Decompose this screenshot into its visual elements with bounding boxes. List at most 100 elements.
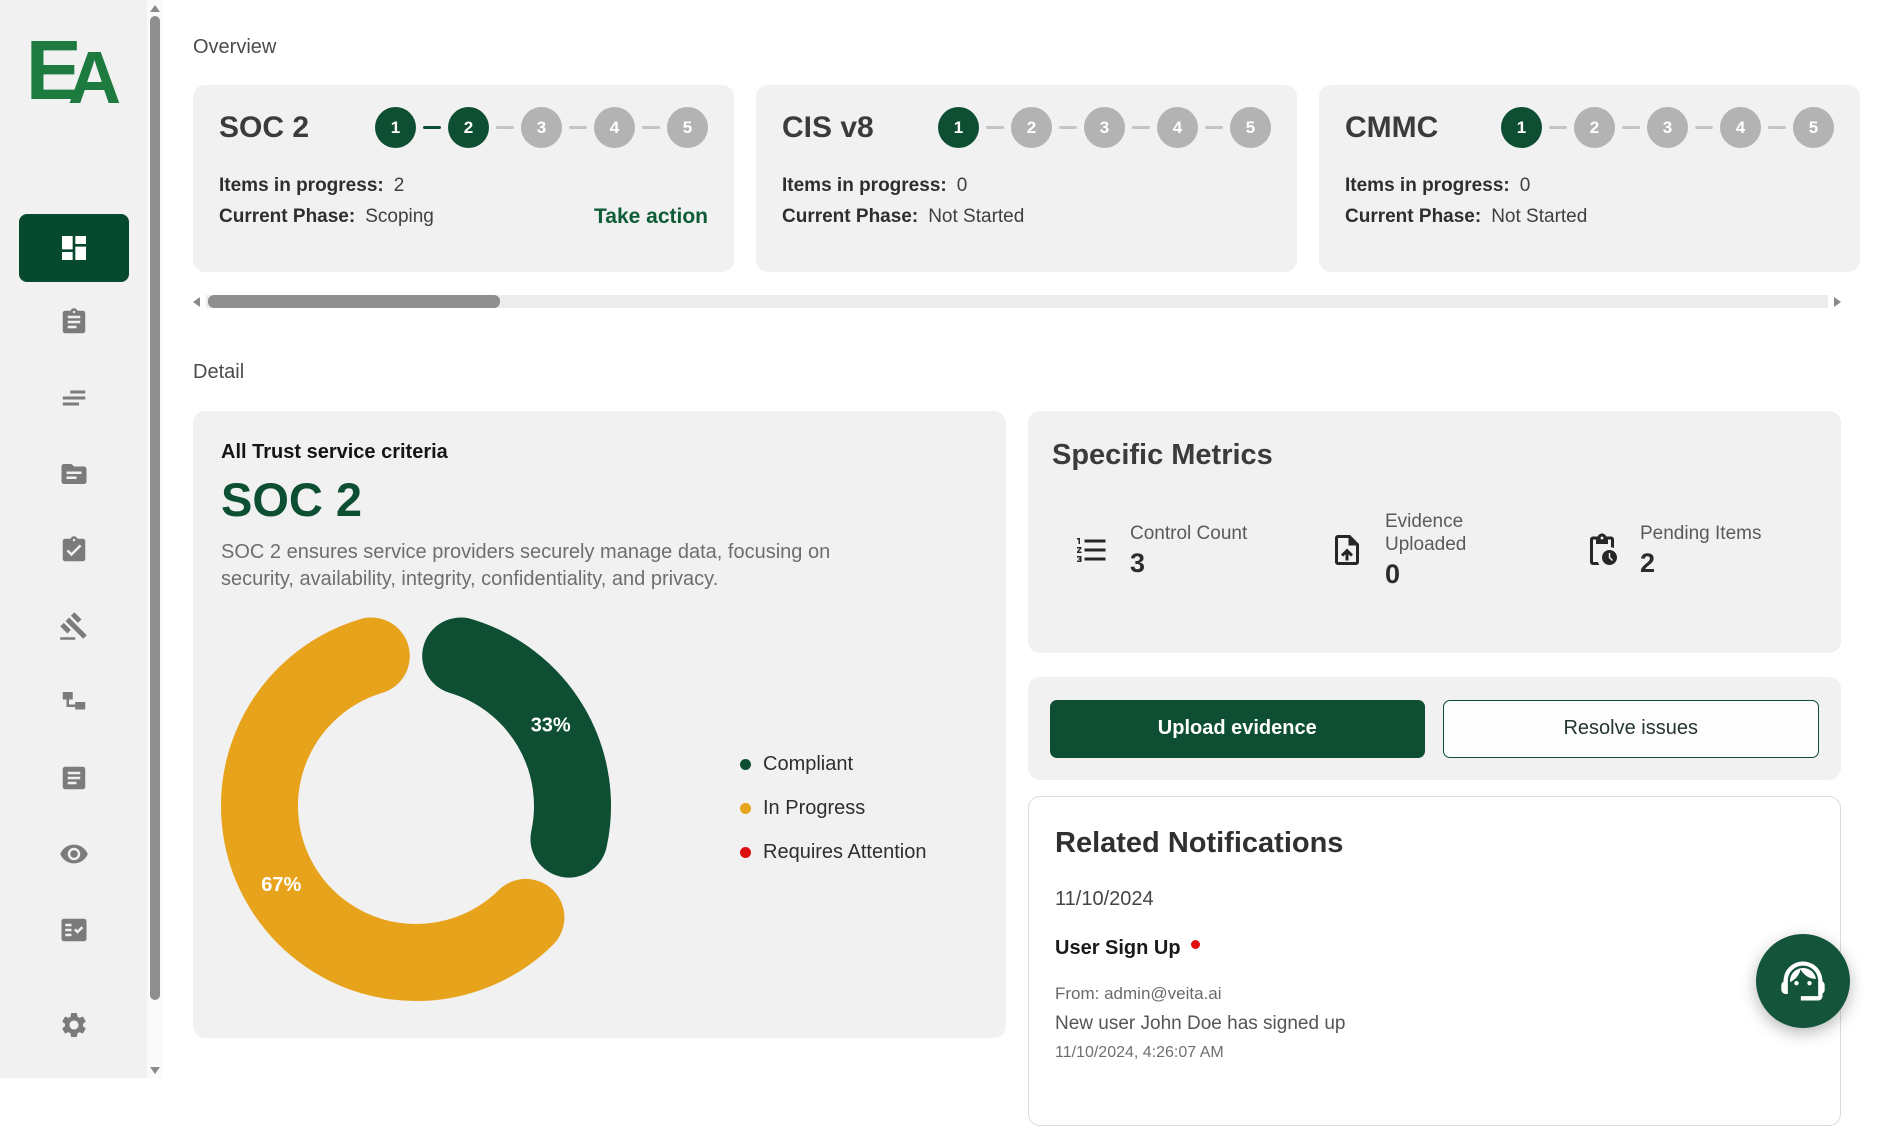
overview-card-head: CMMC12345 bbox=[1345, 107, 1834, 148]
gavel-icon bbox=[59, 611, 89, 641]
sidebar-item-sort[interactable] bbox=[54, 378, 94, 418]
related-notifications-card: Related Notifications 11/10/2024 User Si… bbox=[1028, 796, 1841, 1126]
step-5: 5 bbox=[1793, 107, 1834, 148]
unread-dot bbox=[1191, 940, 1200, 949]
step-connector bbox=[1549, 126, 1567, 129]
detail-subtitle: All Trust service criteria bbox=[221, 441, 1006, 464]
upload-evidence-button[interactable]: Upload evidence bbox=[1050, 700, 1425, 758]
horizontal-scrollbar[interactable] bbox=[193, 294, 1841, 310]
compliance-donut-chart: 33% 67% bbox=[206, 596, 626, 1016]
scroll-up-arrow-icon[interactable] bbox=[150, 5, 160, 12]
sidebar-item-review[interactable] bbox=[54, 910, 94, 950]
legend-dot bbox=[740, 847, 751, 858]
legend-item-in-progress: In Progress bbox=[740, 793, 926, 823]
sidebar-item-settings[interactable] bbox=[54, 1005, 94, 1045]
overview-card-cis-v8: CIS v812345Items in progress:0Current Ph… bbox=[756, 85, 1297, 272]
legend-label: In Progress bbox=[763, 797, 865, 820]
step-3: 3 bbox=[521, 107, 562, 148]
phase-stepper: 12345 bbox=[375, 107, 708, 148]
sidebar-item-dashboard[interactable] bbox=[19, 214, 129, 282]
related-notifications-title: Related Notifications bbox=[1055, 827, 1814, 860]
metric-control-count: Control Count3 bbox=[1052, 510, 1307, 590]
notification-item-title: User Sign Up bbox=[1055, 937, 1814, 960]
donut-segment-compliant bbox=[461, 656, 573, 839]
detail-framework-title: SOC 2 bbox=[221, 472, 1006, 527]
vertical-scrollbar[interactable] bbox=[147, 0, 163, 1078]
legend-label: Compliant bbox=[763, 753, 853, 776]
notification-list: User Sign Up From: admin@veita.ai New user… bbox=[1055, 937, 1814, 1062]
step-1: 1 bbox=[938, 107, 979, 148]
overview-card-head: CIS v8 12345 bbox=[782, 107, 1271, 148]
framework-title: SOC 2 bbox=[219, 111, 309, 145]
sidebar: EA bbox=[0, 0, 147, 1078]
sidebar-item-assignments[interactable] bbox=[54, 302, 94, 342]
step-connector bbox=[1132, 126, 1150, 129]
dashboard-icon bbox=[58, 232, 90, 264]
overview-card-rows: Items in progress:2Current Phase:Scoping… bbox=[219, 170, 708, 232]
sidebar-item-files[interactable] bbox=[54, 454, 94, 494]
metric-label: Pending Items bbox=[1640, 522, 1761, 545]
gear-icon bbox=[59, 1010, 89, 1040]
article-icon bbox=[59, 763, 89, 793]
step-connector bbox=[569, 126, 587, 129]
step-connector bbox=[1622, 126, 1640, 129]
current-phase-value: Not Started bbox=[1491, 206, 1587, 227]
phase-stepper: 12345 bbox=[938, 107, 1271, 148]
pending-actions-icon bbox=[1584, 532, 1620, 568]
sidebar-item-integrations[interactable] bbox=[54, 682, 94, 722]
step-4: 4 bbox=[1720, 107, 1761, 148]
logo-letter-a: A bbox=[68, 36, 121, 119]
scroll-right-arrow-icon[interactable] bbox=[1834, 297, 1841, 307]
metric-pending-items: Pending Items 2 bbox=[1562, 510, 1817, 590]
app-logo[interactable]: EA bbox=[26, 28, 121, 112]
vertical-scrollbar-thumb[interactable] bbox=[150, 16, 160, 1000]
chart-legend: Compliant In Progress Requires Attention bbox=[740, 749, 926, 881]
items-in-progress-label: Items in progress: bbox=[219, 170, 384, 201]
step-connector bbox=[1768, 126, 1786, 129]
metric-value: 2 bbox=[1640, 548, 1761, 579]
sidebar-item-documents[interactable] bbox=[54, 758, 94, 798]
support-fab-button[interactable] bbox=[1756, 934, 1850, 1028]
horizontal-scrollbar-thumb[interactable] bbox=[208, 295, 500, 308]
donut-perccenter-label: 33% bbox=[531, 715, 571, 737]
notification-message: New user John Doe has signed up bbox=[1055, 1013, 1814, 1035]
resolve-issues-button[interactable]: Resolve issues bbox=[1443, 700, 1820, 758]
items-in-progress-label: Items in progress: bbox=[1345, 170, 1510, 201]
sidebar-item-audit[interactable] bbox=[54, 606, 94, 646]
sidebar-item-tasks[interactable] bbox=[54, 530, 94, 570]
legend-label: Requires Attention bbox=[763, 841, 926, 864]
metric-text: Pending Items 2 bbox=[1640, 522, 1761, 579]
items-in-progress-value: 0 bbox=[1520, 170, 1531, 201]
donut-perccenter-label: 67% bbox=[261, 874, 301, 896]
metric-label: Evidence Uploaded bbox=[1385, 510, 1485, 556]
framework-title: CIS v8 bbox=[782, 111, 874, 145]
fact-check-icon bbox=[59, 915, 89, 945]
take-action-link[interactable]: Take action bbox=[594, 201, 708, 232]
legend-item-requires-attention: Requires Attention bbox=[740, 837, 926, 867]
scroll-down-arrow-icon[interactable] bbox=[150, 1067, 160, 1074]
current-phase-label: Current Phase: bbox=[782, 206, 918, 227]
items-in-progress-label: Items in progress: bbox=[782, 170, 947, 201]
donut-chart-svg: 33% 67% bbox=[206, 596, 626, 1016]
step-2: 2 bbox=[1574, 107, 1615, 148]
step-2: 2 bbox=[1011, 107, 1052, 148]
metric-value: 3 bbox=[1130, 548, 1247, 579]
sidebar-item-monitoring[interactable] bbox=[54, 834, 94, 874]
metric-text: Evidence Uploaded0 bbox=[1385, 510, 1485, 590]
notification-timestamp: 11/10/2024, 4:26:07 AM bbox=[1055, 1044, 1814, 1062]
metrics-row: Control Count3 Evidence Uploaded0 Pending … bbox=[1052, 510, 1817, 590]
detail-section-label: Detail bbox=[193, 361, 244, 384]
step-connector bbox=[423, 126, 441, 129]
legend-dot bbox=[740, 803, 751, 814]
actions-strip: Upload evidence Resolve issues bbox=[1028, 677, 1841, 780]
step-1: 1 bbox=[1501, 107, 1542, 148]
scroll-left-arrow-icon[interactable] bbox=[193, 297, 200, 307]
notification-item[interactable]: User Sign Up From: admin@veita.ai New user… bbox=[1055, 937, 1814, 1062]
current-phase-value: Scoping bbox=[365, 206, 434, 227]
notification-from: From: admin@veita.ai bbox=[1055, 984, 1814, 1004]
clipboard-check-icon bbox=[59, 535, 89, 565]
overview-card-head: SOC 2 12345 bbox=[219, 107, 708, 148]
current-phase-label: Current Phase: bbox=[1345, 206, 1481, 227]
step-3: 3 bbox=[1084, 107, 1125, 148]
overview-section-label: Overview bbox=[193, 36, 276, 59]
